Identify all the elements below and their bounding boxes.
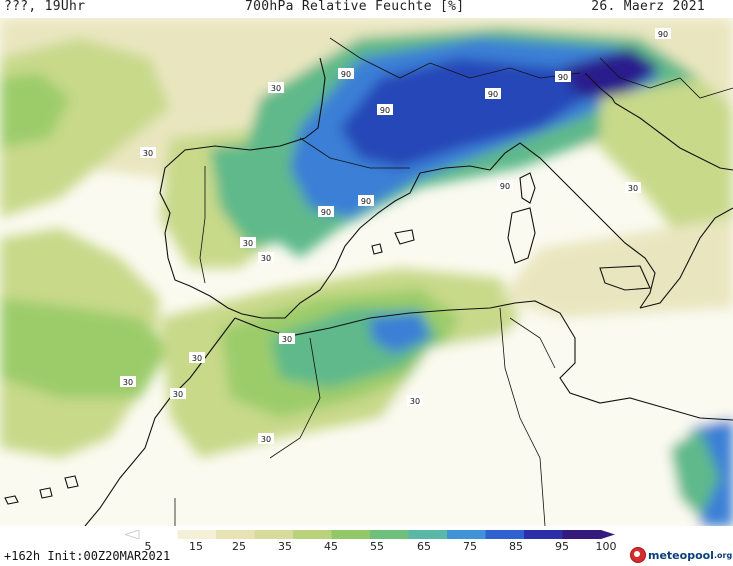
contour-label: 30	[170, 388, 186, 399]
svg-text:90: 90	[558, 73, 568, 82]
colorbar-cell	[293, 530, 332, 539]
meteopool-logo[interactable]: meteopool .org	[630, 545, 732, 565]
contour-label: 90	[318, 206, 334, 217]
colorbar-tick-label: 100	[595, 540, 617, 553]
colorbar-cell	[177, 530, 217, 539]
contour-label: 30	[189, 352, 205, 363]
colorbar-tick-label: 15	[189, 540, 203, 553]
colorbar-tick-label: 35	[278, 540, 292, 553]
svg-text:30: 30	[410, 397, 420, 406]
colorbar-tick-label: 45	[324, 540, 338, 553]
contour-label: 90	[338, 68, 354, 79]
contour-label: 90	[358, 195, 374, 206]
contour-label: 30	[279, 333, 295, 344]
colorbar-tick-label: 5	[144, 540, 152, 553]
colorbar-cell	[562, 530, 602, 539]
svg-text:90: 90	[500, 182, 510, 191]
colorbar-tick-label: 75	[463, 540, 477, 553]
colorbar-max-arrow	[601, 530, 615, 539]
logo-icon	[630, 547, 646, 563]
date-label: 26. Maerz 2021	[591, 0, 705, 14]
colorbar-tick-label: 95	[555, 540, 569, 553]
contour-label: 30	[407, 395, 423, 406]
contour-label: 90	[485, 88, 501, 99]
contour-label: 30	[258, 433, 274, 444]
colorbar-tick-label: 25	[232, 540, 246, 553]
contour-label: 90	[497, 180, 513, 191]
colorbar-cell	[408, 530, 448, 539]
humidity-field	[0, 18, 733, 526]
run-info: +162h Init:00Z20MAR2021	[4, 549, 171, 563]
contour-label: 90	[555, 71, 571, 82]
svg-text:90: 90	[341, 70, 351, 79]
svg-text:90: 90	[361, 197, 371, 206]
colorbar-cell	[524, 530, 563, 539]
svg-text:30: 30	[261, 254, 271, 263]
coastlines	[4, 37, 733, 526]
contour-label: 30	[258, 252, 274, 263]
logo-text: meteopool	[648, 548, 714, 562]
svg-text:30: 30	[192, 354, 202, 363]
contour-label: 30	[625, 182, 641, 193]
humidity-map: 30 30 30 30 30 30 30 30 30 30 30 90 90 9…	[0, 18, 733, 526]
header-bar: ???, 19Uhr 700hPa Relative Feuchte [%] 2…	[0, 0, 733, 18]
colorbar-tick-label: 55	[370, 540, 384, 553]
svg-text:30: 30	[123, 378, 133, 387]
svg-text:30: 30	[261, 435, 271, 444]
contour-label: 90	[377, 104, 393, 115]
svg-text:90: 90	[321, 208, 331, 217]
svg-text:30: 30	[143, 149, 153, 158]
colorbar-tick-label: 65	[417, 540, 431, 553]
contour-label: 90	[655, 28, 671, 39]
colorbar-min-arrow	[125, 530, 140, 539]
svg-text:90: 90	[488, 90, 498, 99]
svg-text:30: 30	[282, 335, 292, 344]
colorbar-cell	[370, 530, 409, 539]
contour-label: 30	[140, 147, 156, 158]
svg-text:30: 30	[243, 239, 253, 248]
colorbar-cell	[485, 530, 525, 539]
svg-text:90: 90	[380, 106, 390, 115]
colorbar-cell	[139, 530, 178, 539]
map-canvas: 30 30 30 30 30 30 30 30 30 30 30 90 90 9…	[0, 18, 733, 526]
colorbar-cell	[447, 530, 486, 539]
svg-text:90: 90	[658, 30, 668, 39]
colorbar	[125, 530, 615, 539]
contour-label: 30	[240, 237, 256, 248]
colorbar-tick-label: 85	[509, 540, 523, 553]
svg-text:30: 30	[271, 84, 281, 93]
logo-tld: .org	[713, 550, 733, 560]
map-title: 700hPa Relative Feuchte [%]	[245, 0, 465, 14]
contour-label: 30	[120, 376, 136, 387]
colorbar-cell	[216, 530, 255, 539]
colorbar-cell	[254, 530, 294, 539]
valid-time-label: ???, 19Uhr	[4, 0, 86, 14]
svg-text:30: 30	[628, 184, 638, 193]
colorbar-cell	[331, 530, 371, 539]
svg-text:30: 30	[173, 390, 183, 399]
contour-labels: 30 30 30 30 30 30 30 30 30 30 30 90 90 9…	[120, 28, 671, 444]
contour-label: 30	[268, 82, 284, 93]
